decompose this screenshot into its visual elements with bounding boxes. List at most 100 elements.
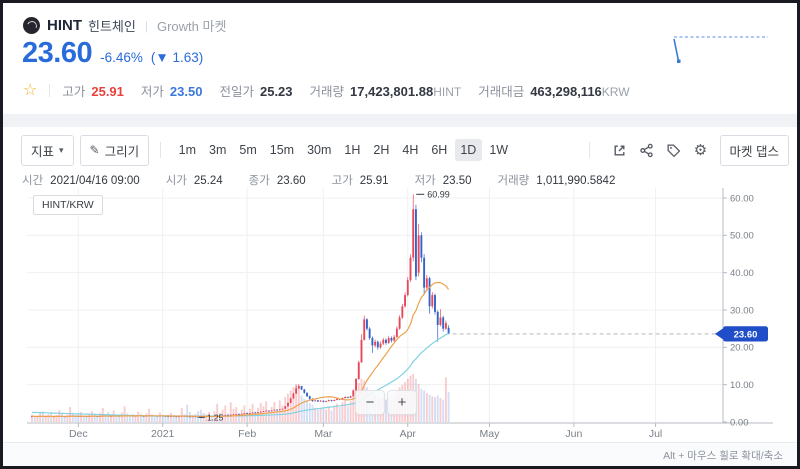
stat-label: 저가	[140, 85, 164, 99]
zoom-hint-text: Alt + 마우스 휠로 확대/축소	[663, 450, 783, 462]
price-row: 23.60 -6.46% (▼ 1.63)	[22, 37, 203, 70]
timeframe-5m[interactable]: 5m	[239, 143, 257, 157]
svg-text:30.00: 30.00	[730, 305, 754, 316]
timeframe-1m[interactable]: 1m	[178, 143, 196, 157]
timeframe-30m[interactable]: 30m	[307, 143, 332, 157]
toolbar-right-group: ⚙ 마켓 댑스	[578, 134, 789, 166]
timeframe-4H[interactable]: 4H	[402, 143, 419, 157]
divider	[160, 142, 162, 158]
stats-list: 고가 25.91 저가 23.50 전일가 25.23 거래량 17,423,8…	[62, 81, 646, 100]
ohlc-label: 저가	[414, 175, 436, 187]
coin-symbol: HINT	[47, 17, 82, 34]
market-label: Growth 마켓	[156, 19, 227, 34]
svg-text:20.00: 20.00	[730, 343, 754, 354]
ohlc-item: 시가 25.24	[166, 172, 223, 188]
favorite-star-icon[interactable]: ☆	[23, 81, 38, 99]
chart-footer: Alt + 마우스 휠로 확대/축소	[3, 442, 797, 466]
coin-korean-name: 힌트체인	[88, 19, 136, 34]
pair-label-chip: HINT/KRW	[33, 195, 103, 215]
svg-text:50.00: 50.00	[730, 231, 754, 242]
ohlc-value: 23.60	[276, 175, 306, 187]
indicator-button[interactable]: 지표 ▾	[21, 134, 74, 166]
ohlc-label: 고가	[331, 175, 353, 187]
stat-unit: KRW	[601, 85, 630, 99]
stat-label: 거래량	[309, 85, 345, 99]
svg-text:Jun: Jun	[565, 428, 582, 440]
ohlc-info-bar: 시간 2021/04/16 09:00 시가 25.24 종가 23.60 고가 25.91 저…	[22, 172, 641, 188]
svg-text:2021: 2021	[151, 428, 175, 440]
ohlc-item: 거래량 1,011,990.5842	[498, 172, 616, 188]
svg-text:Feb: Feb	[238, 428, 256, 440]
timeframe-2H[interactable]: 2H	[373, 143, 390, 157]
indicator-label: 지표	[31, 144, 55, 159]
stat-value: 17,423,801.88	[350, 84, 434, 99]
zoom-out-button[interactable]: −	[355, 390, 385, 415]
zoom-in-button[interactable]: +	[387, 390, 417, 415]
stat-label: 고가	[62, 85, 86, 99]
stat-value: 25.23	[259, 84, 293, 99]
divider	[588, 142, 590, 158]
coin-title-row: HINT 힌트체인 | Growth 마켓	[23, 16, 226, 35]
svg-text:60.99: 60.99	[427, 190, 450, 200]
svg-text:Dec: Dec	[69, 428, 88, 440]
stat-item: 고가 25.91	[62, 81, 124, 100]
current-price: 23.60	[22, 37, 93, 69]
zoom-controls: − +	[355, 390, 417, 415]
draw-label: 그리기	[104, 144, 140, 159]
ohlc-label: 거래량	[497, 175, 530, 187]
ohlc-label: 종가	[248, 175, 270, 187]
change-value: (▼ 1.63)	[150, 50, 204, 65]
stat-item: 전일가 25.23	[219, 81, 292, 100]
section-divider-band	[3, 114, 797, 127]
timeframe-1D[interactable]: 1D	[454, 139, 482, 161]
pencil-icon: ✎	[89, 143, 100, 157]
svg-text:0.00: 0.00	[730, 417, 749, 428]
stat-value: 23.50	[169, 84, 203, 99]
draw-button[interactable]: ✎ 그리기	[79, 134, 150, 166]
ohlc-item: 종가 23.60	[249, 172, 306, 188]
ohlc-value: 25.24	[193, 175, 223, 187]
ohlc-label: 시간	[22, 175, 44, 187]
caret-down-icon: ▾	[59, 144, 64, 155]
timeframe-3m[interactable]: 3m	[209, 143, 227, 157]
stat-unit: HINT	[433, 85, 462, 99]
svg-text:Jul: Jul	[649, 428, 662, 440]
coin-logo-icon	[23, 17, 40, 34]
timeframe-1H[interactable]: 1H	[344, 143, 361, 157]
timeframe-15m[interactable]: 15m	[269, 143, 295, 157]
stat-item: 거래량 17,423,801.88 HINT	[310, 81, 462, 100]
price-chart[interactable]: HINT/KRW − + 60.99 1.25 0.00 10.00 20.00 30.0…	[27, 188, 773, 442]
external-link-icon[interactable]	[612, 142, 628, 158]
svg-text:1.25: 1.25	[207, 412, 224, 422]
timeframe-6H[interactable]: 6H	[431, 143, 448, 157]
chart-toolbar: 지표 ▾ ✎ 그리기 1m 3m 5m 15m 30m 1H 2H 4H 6H 1D 1W	[21, 134, 789, 166]
divider	[49, 84, 51, 97]
timeframe-1W[interactable]: 1W	[489, 143, 509, 157]
stat-item: 거래대금 463,298,116 KRW	[478, 81, 629, 100]
ohlc-value: 25.91	[359, 175, 389, 187]
stat-value: 25.91	[91, 84, 124, 99]
stat-label: 거래대금	[478, 85, 525, 99]
chart-panel: 지표 ▾ ✎ 그리기 1m 3m 5m 15m 30m 1H 2H 4H 6H 1D 1W	[3, 127, 797, 442]
ohlc-label: 시가	[165, 175, 187, 187]
ohlc-value: 2021/04/16 09:00	[50, 175, 140, 187]
svg-text:10.00: 10.00	[730, 380, 754, 391]
svg-text:Apr: Apr	[400, 428, 417, 440]
ohlc-value: 1,011,990.5842	[536, 175, 616, 187]
stat-label: 전일가	[219, 85, 254, 99]
svg-text:May: May	[480, 428, 501, 440]
gear-icon[interactable]: ⚙	[693, 141, 708, 159]
stat-value: 463,298,116	[530, 84, 602, 99]
svg-text:23.60: 23.60	[734, 329, 758, 340]
ohlc-item: 저가 23.50	[415, 172, 472, 188]
svg-text:40.00: 40.00	[730, 268, 754, 279]
divider: |	[144, 18, 148, 33]
ohlc-item: 시간 2021/04/16 09:00	[22, 172, 140, 188]
stats-row: ☆ 고가 25.91 저가 23.50 전일가 25.23 거래량 17,423…	[23, 81, 647, 100]
share-icon[interactable]	[639, 142, 655, 158]
ohlc-item: 고가 25.91	[332, 172, 389, 188]
stat-item: 저가 23.50	[141, 81, 203, 100]
tag-icon[interactable]	[666, 142, 682, 158]
market-depth-button[interactable]: 마켓 댑스	[719, 134, 789, 166]
